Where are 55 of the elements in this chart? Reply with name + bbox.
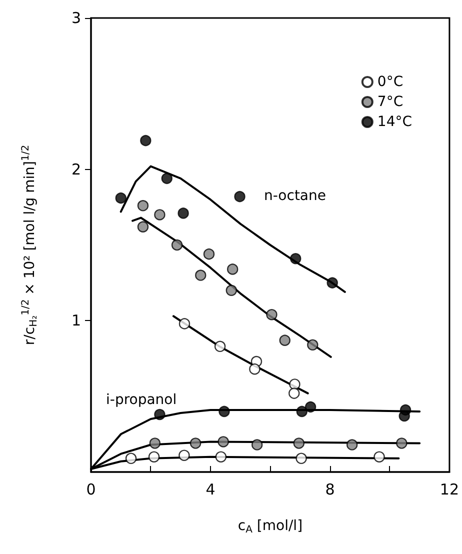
point [218,406,230,418]
point [234,190,246,202]
point [215,451,227,462]
legend-label: 14°C [377,114,412,130]
point [266,309,278,320]
point [137,221,149,232]
point [226,284,237,296]
point [203,248,215,260]
point [289,378,300,390]
point [154,408,166,420]
legend-label: 0°C [377,74,404,90]
point [178,208,189,219]
point [293,438,305,449]
y-tick-label: 3 [71,9,81,27]
x-tick-label: 8 [325,480,335,498]
point [218,436,229,448]
point [251,439,263,450]
point [171,239,183,251]
y-tick-label: 1 [71,312,81,330]
point [115,192,126,204]
point [190,438,202,449]
annotation: n-octane [264,188,326,204]
line-series [120,165,346,293]
x-tick-label: 4 [206,480,216,498]
point [326,277,338,288]
y-tick-label: 2 [71,160,81,178]
point [148,451,160,462]
point [125,452,137,464]
point [307,339,318,350]
x-tick-label: 12 [440,480,460,498]
point [178,318,190,330]
point [396,438,408,449]
point [346,439,358,450]
point [149,438,161,449]
point [214,340,226,352]
point [227,264,238,275]
point [288,388,300,399]
annotation: i-propanol [106,392,177,408]
point [154,209,166,220]
point [137,200,149,212]
point [279,334,290,346]
y-axis-title: r/cH₂1/2 × 10² [mol l/g min]1/2 [20,144,40,346]
point [374,451,385,462]
legend-label: 7°C [377,94,404,110]
point [296,406,308,418]
point [140,134,152,146]
point [249,363,260,375]
line-series [132,216,332,358]
x-tick-label: 0 [86,480,96,498]
point [304,401,316,413]
point [195,270,206,281]
point [178,450,190,461]
point [296,452,307,464]
point [161,172,172,184]
point [290,253,302,264]
